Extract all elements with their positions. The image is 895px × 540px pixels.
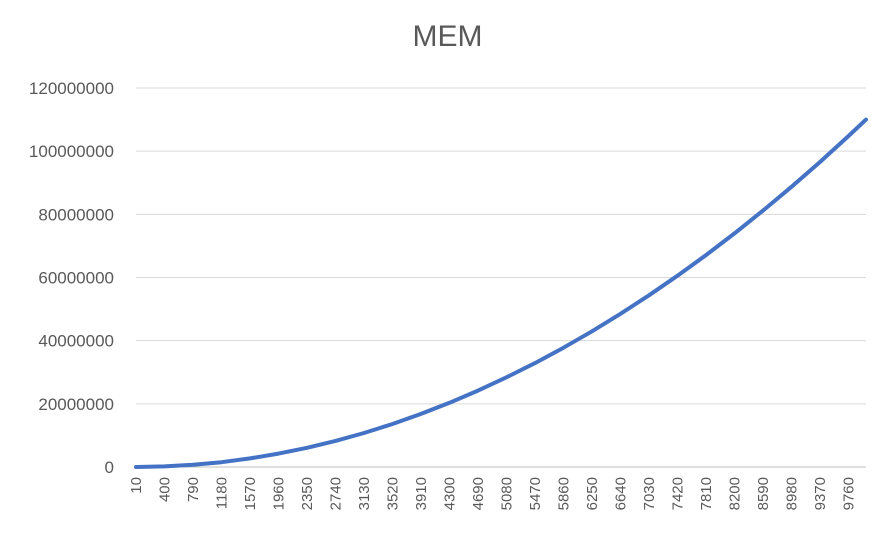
x-tick-label: 2350 xyxy=(299,477,316,510)
x-tick-label: 2740 xyxy=(327,477,344,510)
x-tick-label: 4690 xyxy=(470,477,487,510)
y-tick-label: 0 xyxy=(105,458,114,477)
x-tick-label: 1570 xyxy=(242,477,259,510)
x-tick-label: 3520 xyxy=(384,477,401,510)
x-tick-label: 400 xyxy=(156,477,173,502)
x-tick-label: 8980 xyxy=(783,477,800,510)
x-tick-label: 9370 xyxy=(812,477,829,510)
x-tick-label: 6250 xyxy=(584,477,601,510)
x-tick-label: 8200 xyxy=(726,477,743,510)
x-tick-label: 790 xyxy=(185,477,202,502)
y-tick-label: 80000000 xyxy=(38,205,114,224)
x-tick-label: 7030 xyxy=(641,477,658,510)
chart-title: MEM xyxy=(412,20,483,53)
x-tick-label: 5860 xyxy=(555,477,572,510)
x-tick-label: 10 xyxy=(128,477,145,494)
x-tick-label: 1180 xyxy=(213,477,230,509)
x-tick-label: 4300 xyxy=(441,477,458,510)
x-tick-label: 1960 xyxy=(270,477,287,510)
x-tick-label: 7420 xyxy=(669,477,686,510)
x-tick-label: 8590 xyxy=(755,477,772,510)
x-tick-label: 7810 xyxy=(698,477,715,510)
x-tick-label: 5470 xyxy=(527,477,544,510)
x-tick-label: 6640 xyxy=(612,477,629,510)
x-tick-label: 5080 xyxy=(498,477,515,510)
y-tick-label: 100000000 xyxy=(29,142,114,161)
y-tick-label: 20000000 xyxy=(38,395,114,414)
y-tick-label: 60000000 xyxy=(38,269,114,288)
y-tick-label: 120000000 xyxy=(29,79,114,98)
x-tick-label: 3910 xyxy=(413,477,430,510)
x-tick-label: 9760 xyxy=(840,477,857,510)
x-tick-label: 3130 xyxy=(356,477,373,510)
series-line xyxy=(134,117,868,469)
y-tick-label: 40000000 xyxy=(38,332,114,351)
